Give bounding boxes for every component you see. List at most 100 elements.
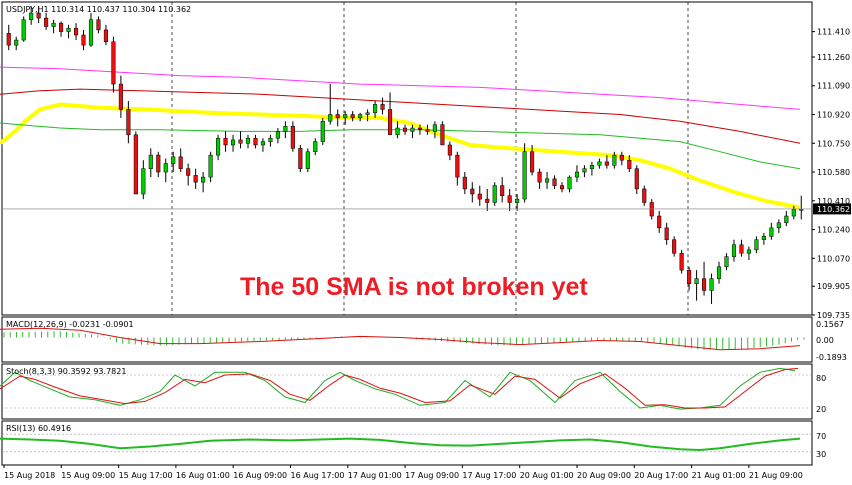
candle (178, 148, 183, 173)
candle (350, 111, 355, 122)
candle (358, 112, 363, 122)
macd-tick: 0.00 (816, 336, 834, 345)
candle (537, 168, 542, 189)
symbol-header: USDJPY,H1 110.314 110.437 110.304 110.36… (6, 5, 191, 14)
candle (694, 270, 699, 301)
price-tick-label: 109.905 (817, 282, 850, 291)
rsi-indicator (0, 433, 812, 453)
candle (761, 232, 766, 245)
candle (133, 131, 138, 195)
macd-tick: 0.1567 (816, 320, 844, 329)
price-tick-label: 110.240 (817, 226, 850, 235)
candle (485, 188, 490, 211)
candle (791, 205, 796, 220)
candle (208, 151, 213, 183)
price-panel (1, 1, 813, 316)
candle (290, 121, 295, 152)
candle (380, 97, 385, 115)
candle (395, 121, 400, 139)
candle (66, 24, 71, 39)
candle (649, 199, 654, 220)
candle (313, 138, 318, 156)
candle (373, 100, 378, 118)
candle (500, 177, 505, 203)
candle (103, 24, 108, 46)
candle (746, 246, 751, 261)
price-tick-label: 111.410 (817, 28, 850, 37)
candle (410, 124, 415, 139)
time-tick-label: 20 Aug 09:00 (577, 471, 631, 480)
candle (238, 131, 243, 149)
candle (141, 160, 146, 200)
candle (769, 222, 774, 240)
time-tick-label: 16 Aug 17:00 (291, 471, 345, 480)
candle (245, 134, 251, 149)
time-tick-label: 17 Aug 01:00 (348, 471, 402, 480)
candle (432, 121, 437, 139)
candle (51, 19, 56, 34)
rsi-label: RSI(13) 60.4916 (6, 424, 71, 433)
candle (612, 151, 617, 169)
candle (559, 182, 565, 193)
candle (223, 131, 228, 152)
stoch-signal-line (0, 367, 799, 409)
candle (657, 210, 662, 233)
candle (417, 124, 423, 135)
candle (739, 239, 744, 257)
price-tick-label: 110.410 (817, 197, 850, 206)
candle (515, 194, 520, 211)
price-tick-label: 111.090 (817, 82, 850, 91)
candle (455, 151, 460, 186)
price-tick-label: 110.750 (817, 139, 850, 148)
rsi-tick: 30 (816, 450, 826, 459)
candle (298, 144, 303, 173)
candle (402, 124, 408, 135)
candle (260, 138, 265, 152)
candle (201, 172, 206, 193)
candle (425, 124, 430, 135)
candle (731, 239, 737, 262)
candle (126, 100, 131, 144)
candle (552, 175, 557, 189)
candle (163, 158, 168, 183)
candle (59, 21, 64, 37)
candle (582, 165, 587, 178)
candle (21, 16, 26, 42)
moving-average-line (0, 102, 801, 210)
candle (507, 188, 512, 211)
annotation-text: The 50 SMA is not broken yet (240, 273, 588, 301)
candle (642, 185, 647, 206)
candle (283, 121, 288, 139)
stoch-tick: 80 (816, 374, 826, 383)
candle (305, 148, 310, 173)
candle (702, 261, 707, 296)
candle (597, 158, 602, 169)
candle (387, 92, 393, 136)
candle (522, 143, 527, 203)
price-axis: 111.410 111.260 111.090 110.920 110.750 110.5… (812, 28, 850, 320)
candle (111, 36, 116, 93)
candle (477, 185, 482, 206)
candle (88, 12, 94, 47)
candle (44, 12, 49, 30)
price-tick-label: 110.920 (817, 111, 850, 120)
candle (447, 141, 452, 161)
rsi-tick: 70 (816, 432, 826, 441)
time-tick-label: 17 Aug 09:00 (405, 471, 459, 480)
candle (171, 151, 176, 173)
current-price-marker: 110.362 (813, 203, 851, 215)
time-tick-label: 17 Aug 17:00 (462, 471, 516, 480)
candle (784, 210, 789, 227)
candle (96, 16, 101, 34)
candle (799, 195, 804, 220)
candle (709, 273, 714, 305)
candle (619, 151, 624, 166)
candlesticks (6, 6, 804, 305)
moving-average-line (0, 88, 801, 144)
candle (335, 109, 340, 127)
time-tick-label: 16 Aug 01:00 (176, 471, 230, 480)
candle (193, 168, 198, 189)
candle (365, 109, 370, 122)
candle (716, 261, 722, 284)
